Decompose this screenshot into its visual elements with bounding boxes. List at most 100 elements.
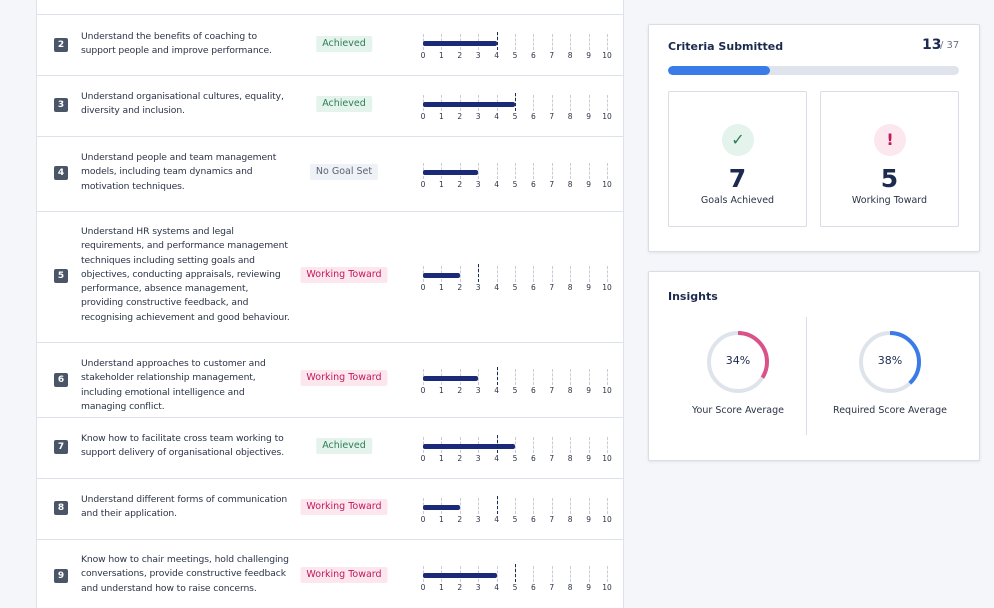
scale-tick (588, 369, 590, 385)
scale-tick-label: 7 (549, 583, 555, 592)
scale-tick-label: 0 (420, 51, 426, 60)
goals-achieved-box: ✓ 7 Goals Achieved (668, 91, 807, 227)
scale-tick (551, 95, 553, 111)
scale-tick (496, 566, 498, 582)
scale-tick-label: 2 (457, 454, 463, 463)
scale-tick (607, 498, 608, 514)
scale-tick-label: 4 (494, 112, 499, 121)
scale-tick (588, 437, 590, 453)
scale-tick-label: 2 (457, 51, 463, 60)
working-value: 5 (880, 164, 899, 193)
criterion-row: 6 Understand approaches to customer and … (37, 343, 623, 418)
scale-tick (515, 369, 516, 385)
scale-tick-label: 9 (586, 386, 591, 395)
scale-tick-label: 10 (602, 386, 612, 395)
status-badge: Working Toward (300, 499, 388, 515)
scale-tick (607, 163, 608, 179)
scale-tick (478, 498, 480, 514)
scale-tick (607, 437, 608, 453)
status-badge: Working Toward (300, 370, 388, 386)
check-icon: ✓ (722, 124, 754, 156)
your-score-label: Your Score Average (692, 405, 784, 416)
criterion-row: 4 Understand people and team management … (37, 137, 623, 212)
scale-tick (551, 566, 553, 582)
scale-tick (551, 163, 553, 179)
criterion-text: Know how to facilitate cross team workin… (81, 433, 285, 459)
scale-tick-label: 9 (586, 454, 591, 463)
scale-tick-label: 7 (549, 180, 555, 189)
score-bar (423, 273, 460, 278)
scale-tick-label: 3 (475, 112, 481, 121)
scale-tick-label: 3 (475, 583, 481, 592)
scale-tick (607, 566, 608, 582)
scale-tick-label: 10 (602, 283, 612, 292)
achieved-value: 7 (728, 164, 747, 193)
scale-tick (570, 95, 572, 111)
criterion-text: Understand organisational cultures, equa… (81, 91, 284, 117)
score-scale: 0 1 2 3 4 5 6 7 8 9 10 (420, 262, 612, 292)
divider (806, 317, 807, 435)
score-bar (423, 444, 515, 449)
scale-tick-label: 8 (567, 515, 573, 524)
criterion-number: 6 (54, 373, 68, 387)
scale-tick (570, 566, 572, 582)
scale-tick-label: 5 (512, 454, 518, 463)
scale-tick-label: 4 (494, 283, 499, 292)
score-scale: 0 1 2 3 4 5 6 7 8 9 10 (420, 494, 612, 524)
scale-tick-label: 2 (457, 283, 463, 292)
status-badge: Achieved (316, 96, 372, 112)
criteria-list: 2 Understand the benefits of coaching to… (36, 0, 624, 608)
scale-tick-label: 6 (531, 515, 536, 524)
scale-tick (588, 34, 590, 50)
scale-tick-label: 5 (512, 112, 518, 121)
required-score-gauge: 38% (857, 329, 923, 395)
scale-tick-label: 6 (531, 583, 536, 592)
scale-tick-label: 7 (549, 283, 555, 292)
scale-tick-label: 3 (475, 180, 481, 189)
criterion-text: Understand the benefits of coaching to s… (81, 31, 272, 57)
your-score-value: 34% (725, 354, 751, 367)
scale-tick (588, 566, 590, 582)
criterion-text: Understand HR systems and legal requirem… (81, 226, 290, 323)
score-bar (423, 505, 460, 510)
score-scale: 0 1 2 3 4 5 6 7 8 9 10 (420, 365, 612, 395)
scale-tick (607, 266, 608, 282)
score-bar (423, 102, 515, 107)
scale-tick-label: 9 (586, 112, 591, 121)
scale-tick (607, 95, 608, 111)
scale-tick (459, 498, 461, 514)
progress-fill (668, 66, 771, 75)
criterion-row: 3 Understand organisational cultures, eq… (37, 76, 623, 137)
your-score-gauge: 34% (705, 329, 771, 395)
scale-tick-label: 9 (586, 51, 591, 60)
criterion-number: 8 (54, 501, 68, 515)
criterion-number: 4 (54, 166, 68, 180)
scale-tick-label: 0 (420, 112, 426, 121)
target-marker (496, 32, 498, 50)
scale-tick-label: 3 (475, 386, 481, 395)
target-marker (496, 496, 498, 514)
scale-tick (533, 163, 535, 179)
scale-tick (588, 266, 590, 282)
scale-tick (515, 266, 516, 282)
scale-tick (551, 266, 553, 282)
score-bar (423, 376, 479, 381)
scale-tick-label: 4 (494, 386, 499, 395)
scale-tick-label: 10 (602, 51, 612, 60)
scale-tick (570, 498, 572, 514)
criterion-row: 5 Understand HR systems and legal requir… (37, 212, 623, 343)
scale-tick-label: 6 (531, 283, 536, 292)
required-score-label: Required Score Average (833, 405, 947, 416)
criterion-row: 9 Know how to chair meetings, hold chall… (37, 540, 623, 608)
scale-tick (533, 266, 535, 282)
scale-tick (459, 266, 461, 282)
scale-tick-label: 1 (439, 112, 444, 121)
scale-tick (607, 369, 608, 385)
scale-tick-label: 9 (586, 515, 591, 524)
submitted-progress-bar (668, 66, 959, 75)
score-scale: 0 1 2 3 4 5 6 7 8 9 10 (420, 433, 612, 463)
scale-tick-label: 1 (439, 515, 444, 524)
scale-tick-label: 7 (549, 112, 555, 121)
scale-tick (515, 498, 516, 514)
status-badge: No Goal Set (309, 164, 379, 180)
